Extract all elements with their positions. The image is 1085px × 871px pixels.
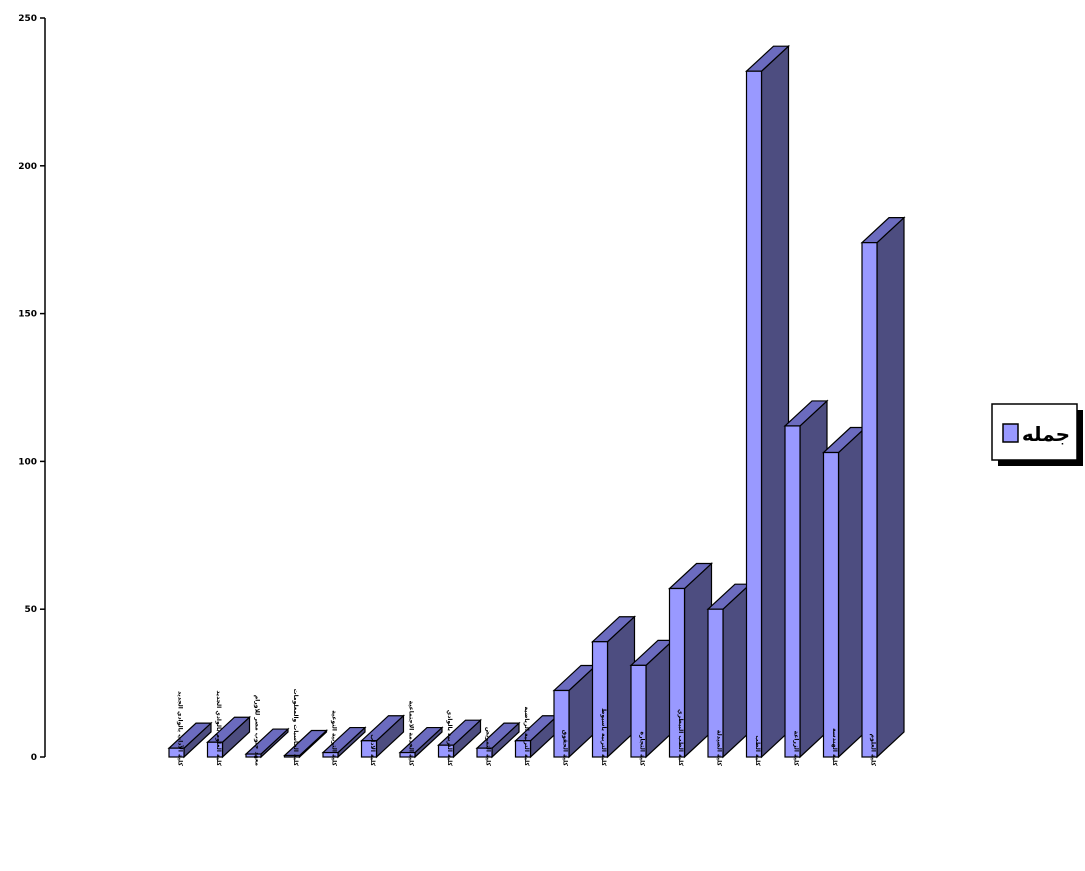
bar xyxy=(629,638,675,759)
x-tick-label: كلية الزراعة xyxy=(793,731,800,767)
x-tick-label: كلية الطب البيطري xyxy=(677,709,684,767)
x-axis-labels: كلية الآداب بالوادي الجديد كلية العلوم با… xyxy=(177,689,877,767)
bar xyxy=(321,726,367,759)
bar-front xyxy=(476,747,493,758)
y-tick-label: 0 xyxy=(31,753,37,763)
bar xyxy=(706,582,752,759)
y-tick-label: 200 xyxy=(18,162,37,172)
y-tick-label: 250 xyxy=(18,14,37,24)
bar xyxy=(667,562,714,759)
bar-front xyxy=(784,425,801,758)
bar-front xyxy=(707,608,724,758)
bar-front xyxy=(206,741,224,758)
bar xyxy=(244,727,290,759)
square-swatch-icon xyxy=(1002,423,1019,443)
bar-front xyxy=(745,70,763,758)
bars xyxy=(167,44,906,759)
x-tick-label: كلية العلوم xyxy=(870,734,877,767)
bar-front xyxy=(591,641,609,758)
bar-front xyxy=(822,451,840,758)
y-tick-label: 150 xyxy=(18,310,37,320)
x-tick-label: كلية التجارة xyxy=(639,732,646,767)
x-tick-label: كلية الخدمة الاجتماعية xyxy=(408,701,415,767)
bar-front xyxy=(399,751,416,758)
y-tick-label: 50 xyxy=(24,605,37,615)
x-tick-label: كلية الصيدلة xyxy=(716,730,723,767)
bar-front xyxy=(861,242,878,758)
bar xyxy=(167,721,213,759)
x-tick-label: كلية الهندسة xyxy=(831,728,838,766)
bar-side xyxy=(876,216,905,759)
bar xyxy=(860,216,906,759)
y-axis: 0 50 100 150 200 250 xyxy=(18,14,46,763)
bar-front xyxy=(514,740,532,758)
bar-front xyxy=(630,664,647,758)
x-tick-label: كلية الاداب xyxy=(369,734,376,766)
bar xyxy=(744,44,791,759)
bar xyxy=(821,426,868,759)
bar-front xyxy=(245,753,262,758)
bar xyxy=(783,399,829,759)
x-tick-label: كلية الآداب بالوادي الجديد xyxy=(177,691,185,766)
bar xyxy=(398,726,444,759)
bar xyxy=(513,714,560,759)
bar-front xyxy=(668,587,686,758)
x-tick-label: كلية التمريض xyxy=(485,727,492,767)
x-tick-label: كلية الحقوق xyxy=(562,730,569,767)
x-tick-label: كلية التربية الرياضية xyxy=(523,707,530,767)
x-tick-label: كلية التربية النوعية xyxy=(331,710,338,766)
bar xyxy=(205,715,252,759)
bar-front xyxy=(360,740,378,758)
x-tick-label: كلية الحاسبات والمعلومات xyxy=(292,689,299,767)
bar xyxy=(359,714,406,759)
bar xyxy=(590,615,637,759)
x-tick-label: كلية التربية بالوادي xyxy=(446,710,453,767)
legend: جمله xyxy=(991,403,1083,466)
bar xyxy=(282,729,329,759)
bar xyxy=(475,721,521,759)
bar-front xyxy=(553,689,570,758)
bar xyxy=(552,664,598,759)
bar-front xyxy=(322,751,339,758)
bar-front xyxy=(283,754,301,758)
x-tick-label: كلية العلوم بالوادي الجديد xyxy=(215,690,222,766)
bar xyxy=(436,718,483,759)
y-tick-label: 100 xyxy=(18,457,37,467)
bar-front xyxy=(168,747,185,758)
x-tick-label: كلية التربية بأسيوط xyxy=(600,708,608,766)
bar-front xyxy=(437,744,455,758)
x-tick-label: كلية الطب xyxy=(754,735,761,766)
legend-label: جمله xyxy=(1022,422,1070,446)
x-tick-label: معهد جنوب مصر للاورام xyxy=(254,695,261,766)
